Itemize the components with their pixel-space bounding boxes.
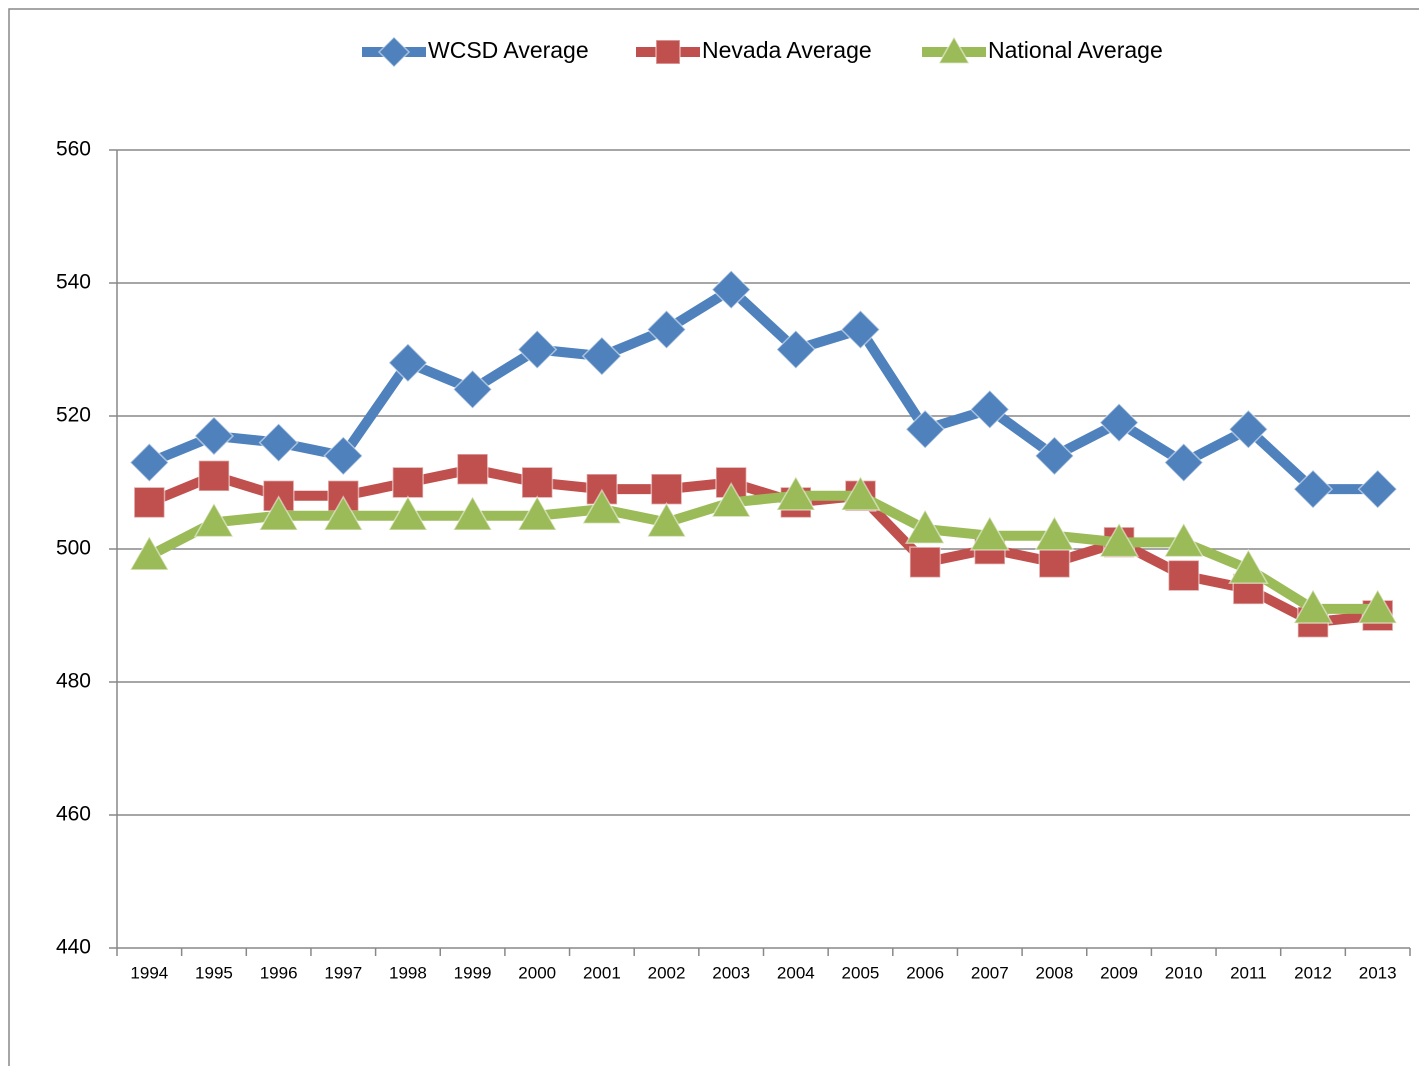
marker bbox=[193, 415, 235, 457]
marker bbox=[129, 442, 170, 483]
marker bbox=[1228, 409, 1269, 450]
marker bbox=[710, 481, 752, 518]
marker bbox=[1292, 588, 1334, 624]
y-tick-label: 560 bbox=[56, 138, 91, 161]
x-tick-label: 2007 bbox=[971, 963, 1009, 982]
x-tick-label: 2008 bbox=[1036, 963, 1074, 982]
marker bbox=[517, 329, 558, 370]
y-tick-label: 460 bbox=[56, 803, 91, 826]
marker bbox=[377, 35, 411, 69]
marker bbox=[387, 495, 429, 531]
marker bbox=[521, 466, 554, 499]
marker bbox=[650, 473, 683, 506]
x-tick-label: 2010 bbox=[1165, 963, 1203, 982]
y-tick-label: 520 bbox=[56, 404, 91, 427]
legend-label: National Average bbox=[988, 37, 1163, 63]
x-tick-label: 1996 bbox=[260, 963, 298, 982]
marker bbox=[193, 501, 235, 538]
x-tick-label: 2000 bbox=[518, 963, 556, 982]
marker bbox=[905, 409, 946, 450]
x-tick-label: 2002 bbox=[648, 963, 686, 982]
legend-label: Nevada Average bbox=[702, 37, 872, 63]
marker bbox=[969, 389, 1010, 430]
y-tick-label: 480 bbox=[56, 670, 91, 693]
x-tick-label: 2012 bbox=[1294, 963, 1332, 982]
x-tick-label: 1994 bbox=[130, 963, 168, 982]
marker bbox=[775, 329, 816, 370]
x-tick-label: 1997 bbox=[324, 963, 362, 982]
marker bbox=[1357, 469, 1398, 510]
marker bbox=[452, 495, 493, 531]
marker bbox=[391, 466, 424, 499]
legend-label: WCSD Average bbox=[428, 37, 589, 63]
marker bbox=[258, 495, 299, 531]
y-tick-label: 500 bbox=[56, 537, 91, 560]
marker bbox=[581, 336, 622, 377]
marker bbox=[646, 501, 687, 538]
x-tick-label: 2006 bbox=[906, 963, 944, 982]
chart-border bbox=[8, 8, 1419, 1066]
marker bbox=[1098, 521, 1140, 558]
marker bbox=[581, 488, 623, 525]
marker bbox=[1099, 402, 1140, 443]
marker bbox=[129, 535, 170, 571]
marker bbox=[258, 422, 299, 463]
marker bbox=[655, 39, 681, 65]
y-tick-label: 440 bbox=[56, 936, 91, 959]
marker bbox=[646, 309, 687, 350]
marker bbox=[1357, 588, 1398, 624]
x-tick-label: 1995 bbox=[195, 963, 233, 982]
marker bbox=[1034, 435, 1075, 476]
marker bbox=[937, 35, 971, 64]
marker bbox=[322, 495, 364, 531]
marker bbox=[1034, 515, 1075, 551]
marker bbox=[1038, 546, 1071, 579]
marker bbox=[452, 369, 493, 410]
x-tick-label: 2003 bbox=[712, 963, 750, 982]
x-tick-label: 1999 bbox=[454, 963, 492, 982]
marker bbox=[456, 453, 489, 486]
marker bbox=[323, 435, 364, 476]
marker bbox=[904, 508, 946, 545]
x-tick-label: 2001 bbox=[583, 963, 621, 982]
marker bbox=[1292, 469, 1334, 510]
y-tick-label: 540 bbox=[56, 271, 91, 294]
marker bbox=[711, 269, 752, 310]
x-tick-label: 1998 bbox=[389, 963, 427, 982]
marker bbox=[840, 309, 881, 350]
marker bbox=[133, 486, 166, 519]
x-tick-label: 2013 bbox=[1359, 963, 1397, 982]
marker bbox=[387, 342, 428, 383]
x-tick-label: 2005 bbox=[842, 963, 880, 982]
marker bbox=[1163, 521, 1205, 558]
marker bbox=[840, 475, 881, 511]
marker bbox=[775, 475, 817, 511]
marker bbox=[1163, 442, 1204, 483]
marker bbox=[969, 515, 1011, 551]
x-tick-label: 2004 bbox=[777, 963, 815, 982]
marker bbox=[516, 495, 558, 531]
marker bbox=[198, 459, 230, 492]
marker bbox=[1228, 548, 1269, 584]
x-tick-label: 2009 bbox=[1100, 963, 1138, 982]
x-tick-label: 2011 bbox=[1230, 963, 1267, 982]
marker bbox=[1167, 559, 1200, 592]
marker bbox=[909, 546, 942, 579]
